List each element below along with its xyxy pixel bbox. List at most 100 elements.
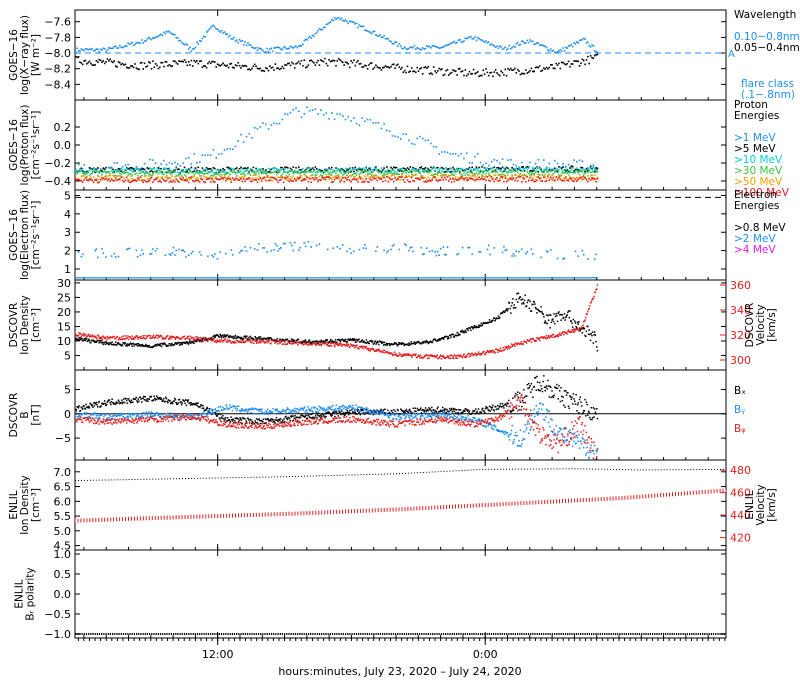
data-point <box>315 343 318 346</box>
data-point <box>558 169 560 172</box>
data-point <box>439 172 442 174</box>
data-point <box>551 64 553 66</box>
data-point <box>379 178 381 180</box>
data-point <box>494 178 497 180</box>
data-point <box>496 348 498 351</box>
data-point <box>164 32 167 35</box>
data-point <box>343 340 345 342</box>
data-point <box>532 179 534 181</box>
data-point <box>102 343 104 346</box>
data-point <box>153 37 156 39</box>
data-point <box>457 179 460 181</box>
data-point <box>432 173 435 176</box>
data-point <box>343 20 345 22</box>
data-point <box>172 169 175 171</box>
data-point <box>566 169 568 171</box>
data-point <box>197 172 200 175</box>
data-point <box>158 343 161 345</box>
data-point <box>254 336 256 338</box>
data-point <box>331 166 333 169</box>
data-point <box>164 277 167 279</box>
data-point <box>481 351 484 354</box>
data-point <box>556 168 559 170</box>
data-point <box>116 179 118 181</box>
data-point <box>152 277 154 279</box>
data-point <box>534 171 537 174</box>
data-point <box>313 35 315 38</box>
data-point <box>126 337 129 339</box>
data-point <box>380 170 383 173</box>
data-point <box>143 277 146 279</box>
data-point <box>470 171 472 174</box>
data-point <box>182 162 184 164</box>
data-point <box>84 176 87 179</box>
data-point <box>186 340 188 343</box>
data-point <box>204 169 206 172</box>
data-point <box>552 173 555 175</box>
data-point <box>451 354 453 357</box>
data-point <box>359 62 362 65</box>
data-point <box>434 173 436 176</box>
data-point <box>250 337 252 340</box>
legend-item: >100 MeV <box>734 187 790 199</box>
data-point <box>84 334 87 336</box>
data-point <box>372 122 374 124</box>
data-point <box>508 302 511 304</box>
data-point <box>189 168 191 171</box>
data-point <box>194 167 197 169</box>
data-point <box>496 159 498 162</box>
data-point <box>396 354 398 357</box>
data-point <box>159 180 161 182</box>
data-point <box>442 74 445 77</box>
data-point <box>437 70 439 72</box>
data-point <box>314 64 317 66</box>
data-point <box>154 345 156 347</box>
data-point <box>347 178 350 181</box>
data-point <box>492 44 494 47</box>
data-point <box>521 248 523 251</box>
data-point <box>424 66 427 68</box>
data-point <box>353 168 355 171</box>
data-point <box>478 326 480 328</box>
data-point <box>506 310 509 312</box>
data-point <box>226 148 228 150</box>
data-point <box>320 344 322 347</box>
data-point <box>503 180 505 183</box>
data-point <box>179 165 182 167</box>
data-point <box>548 277 551 279</box>
right-y-axis-label-line: Velocity <box>755 304 767 345</box>
data-point <box>238 38 241 41</box>
data-point <box>86 277 88 279</box>
data-point <box>201 277 204 279</box>
data-point <box>563 257 566 260</box>
right-y-axis-label-line: [km/s] <box>766 308 778 342</box>
data-point <box>497 73 500 76</box>
data-point <box>386 37 388 40</box>
data-point <box>276 122 278 125</box>
data-point <box>587 55 589 58</box>
data-point <box>554 277 556 279</box>
data-point <box>552 179 555 181</box>
data-point <box>101 338 104 340</box>
data-point <box>124 63 127 66</box>
data-point <box>77 50 80 52</box>
data-point <box>464 37 467 40</box>
data-point <box>192 176 194 178</box>
data-point <box>113 335 115 338</box>
data-point <box>152 159 154 161</box>
data-point <box>241 168 244 170</box>
data-point <box>242 340 245 342</box>
data-point <box>248 68 250 70</box>
data-point <box>271 176 274 179</box>
data-point <box>337 16 340 19</box>
data-point <box>108 277 110 279</box>
data-point <box>160 334 162 337</box>
data-point <box>127 163 129 166</box>
data-point <box>307 277 310 279</box>
data-point <box>372 175 374 177</box>
data-point <box>156 337 159 339</box>
data-point <box>518 174 520 176</box>
data-point <box>344 118 347 121</box>
data-point <box>125 248 128 251</box>
